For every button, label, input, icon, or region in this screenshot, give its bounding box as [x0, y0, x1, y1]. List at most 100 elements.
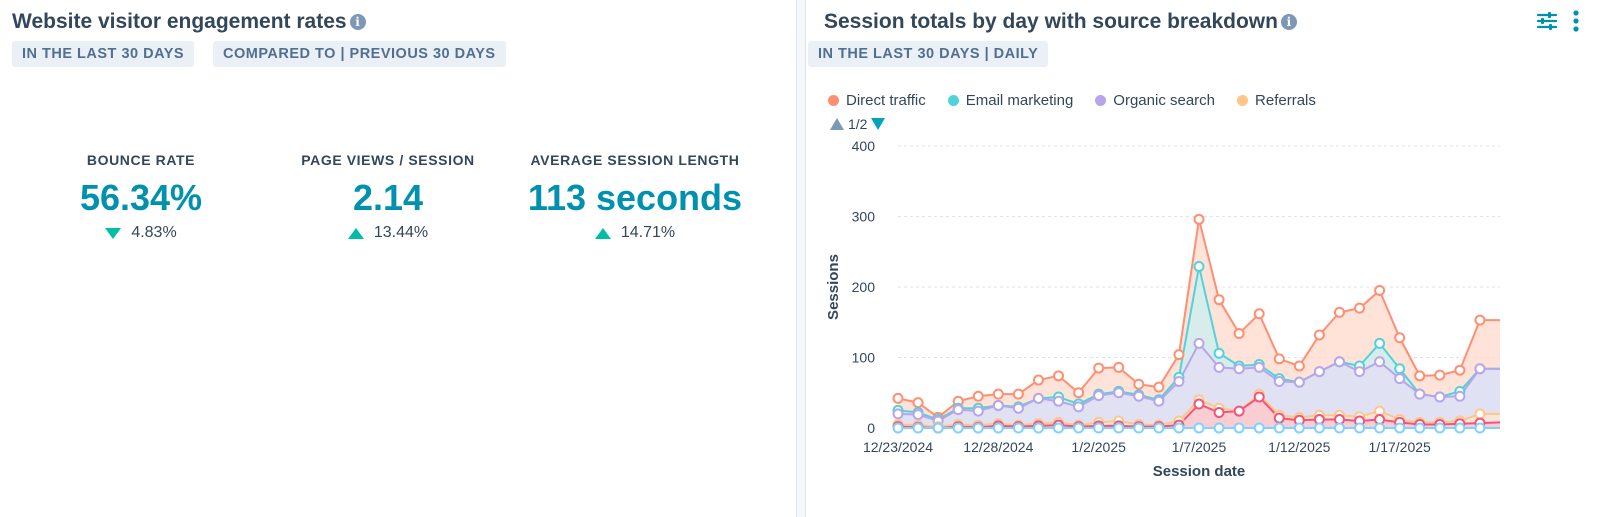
data-point: [1193, 213, 1205, 225]
chart-legend: Direct traffic Email marketing Organic s…: [828, 92, 1316, 109]
data-point: [1354, 422, 1366, 434]
data-point: [1293, 422, 1305, 434]
kpi-change-value: 4.83%: [131, 224, 177, 241]
panel-divider[interactable]: [796, 0, 806, 517]
y-tick-label: 400: [852, 138, 876, 154]
data-point: [1394, 332, 1406, 344]
data-point: [1434, 391, 1446, 403]
data-point: [1193, 337, 1205, 349]
info-icon[interactable]: i: [349, 14, 366, 30]
page-down-icon[interactable]: [871, 118, 886, 130]
data-point: [1032, 374, 1044, 386]
x-tick-label: 12/23/2024: [863, 439, 933, 455]
legend-item[interactable]: Organic search: [1095, 92, 1215, 109]
data-point: [1414, 388, 1426, 400]
filter-sliders-icon[interactable]: [1536, 11, 1558, 31]
triangle-up-icon: [594, 227, 611, 239]
sessions-chart: 0 100 200 300 400 12/23/2024 12/28/2024 1/2/202…: [825, 138, 1501, 480]
comparison-tag[interactable]: COMPARED TO | PREVIOUS 30 DAYS: [213, 41, 506, 67]
sessions-title: Session totals by day with source breakd…: [824, 10, 1297, 34]
data-point: [1173, 375, 1185, 387]
data-point: [1374, 285, 1386, 297]
data-point: [952, 404, 964, 416]
data-point: [1273, 375, 1285, 387]
legend-dot: [828, 95, 839, 106]
data-point: [1093, 362, 1105, 374]
data-point: [1333, 306, 1345, 318]
data-point: [1354, 302, 1366, 314]
x-tick-label: 1/7/2025: [1172, 439, 1227, 455]
data-point: [1313, 329, 1325, 341]
sessions-panel: Session totals by day with source breakd…: [806, 0, 1600, 517]
legend-item[interactable]: Referrals: [1237, 92, 1316, 109]
data-point: [1333, 422, 1345, 434]
data-point: [1093, 390, 1105, 402]
data-point: [1113, 422, 1125, 434]
data-point: [1293, 376, 1305, 388]
info-icon[interactable]: i: [1280, 14, 1297, 30]
x-tick-label: 12/28/2024: [963, 439, 1033, 455]
data-point: [1133, 422, 1145, 434]
page-up-icon[interactable]: [830, 118, 844, 130]
date-range-tag[interactable]: IN THE LAST 30 DAYS: [12, 41, 195, 67]
data-point: [1313, 422, 1325, 434]
more-options-icon[interactable]: [1572, 10, 1580, 32]
kpi-page-views: PAGE VIEWS / SESSION 2.14 13.44%: [258, 152, 518, 242]
pager-text: 1/2: [848, 116, 868, 132]
legend-dot: [1095, 95, 1107, 106]
data-point: [892, 408, 904, 420]
data-point: [1133, 390, 1145, 402]
y-axis-title: Sessions: [825, 254, 842, 320]
kpi-label: PAGE VIEWS / SESSION: [301, 152, 475, 168]
data-point: [1012, 402, 1024, 414]
data-point: [1093, 422, 1105, 434]
data-point: [1053, 370, 1065, 382]
data-point: [1374, 422, 1386, 434]
y-tick-label: 0: [867, 420, 875, 436]
triangle-up-icon: [347, 227, 364, 239]
data-point: [1153, 381, 1165, 393]
sessions-title-text: Session totals by day with source breakd…: [824, 10, 1278, 33]
data-point: [1193, 398, 1205, 410]
data-point: [1374, 337, 1386, 349]
y-tick-label: 100: [852, 350, 876, 366]
data-point: [1233, 328, 1245, 340]
data-point: [1253, 361, 1265, 373]
data-point: [1253, 308, 1265, 320]
data-point: [1454, 422, 1466, 434]
x-tick-label: 1/12/2025: [1268, 439, 1330, 455]
legend-item[interactable]: Direct traffic: [828, 92, 926, 109]
data-point: [1354, 366, 1366, 378]
data-point: [1153, 395, 1165, 407]
data-point: [1053, 422, 1065, 434]
data-point: [1233, 405, 1245, 417]
series-area: [898, 343, 1500, 428]
kpi-value: 113 seconds: [527, 177, 743, 218]
data-point: [1394, 363, 1406, 375]
data-point: [1133, 378, 1145, 390]
kpi-change-value: 14.71%: [620, 224, 676, 241]
legend-label: Email marketing: [965, 92, 1074, 109]
data-point: [972, 422, 984, 434]
engagement-title-text: Website visitor engagement rates: [12, 10, 347, 33]
data-point: [892, 422, 904, 434]
data-point: [1073, 387, 1085, 399]
data-point: [1253, 391, 1265, 403]
engagement-panel: Website visitor engagement rates i IN TH…: [0, 0, 796, 517]
data-point: [1273, 422, 1285, 434]
data-point: [992, 422, 1004, 434]
data-point: [1113, 361, 1125, 373]
data-point: [912, 422, 924, 434]
date-range-tag[interactable]: IN THE LAST 30 DAYS | DAILY: [808, 41, 1049, 67]
legend-item[interactable]: Email marketing: [947, 92, 1074, 109]
legend-pager: 1/2: [830, 116, 886, 132]
x-tick-label: 1/17/2025: [1369, 439, 1431, 455]
x-tick-label: 1/2/2025: [1071, 439, 1126, 455]
triangle-down-icon: [105, 227, 122, 239]
data-point: [1173, 349, 1185, 361]
data-point: [1213, 422, 1225, 434]
data-point: [1213, 294, 1225, 306]
kpi-change: 13.44%: [258, 224, 518, 242]
data-point: [1394, 422, 1406, 434]
data-point: [1474, 314, 1486, 326]
